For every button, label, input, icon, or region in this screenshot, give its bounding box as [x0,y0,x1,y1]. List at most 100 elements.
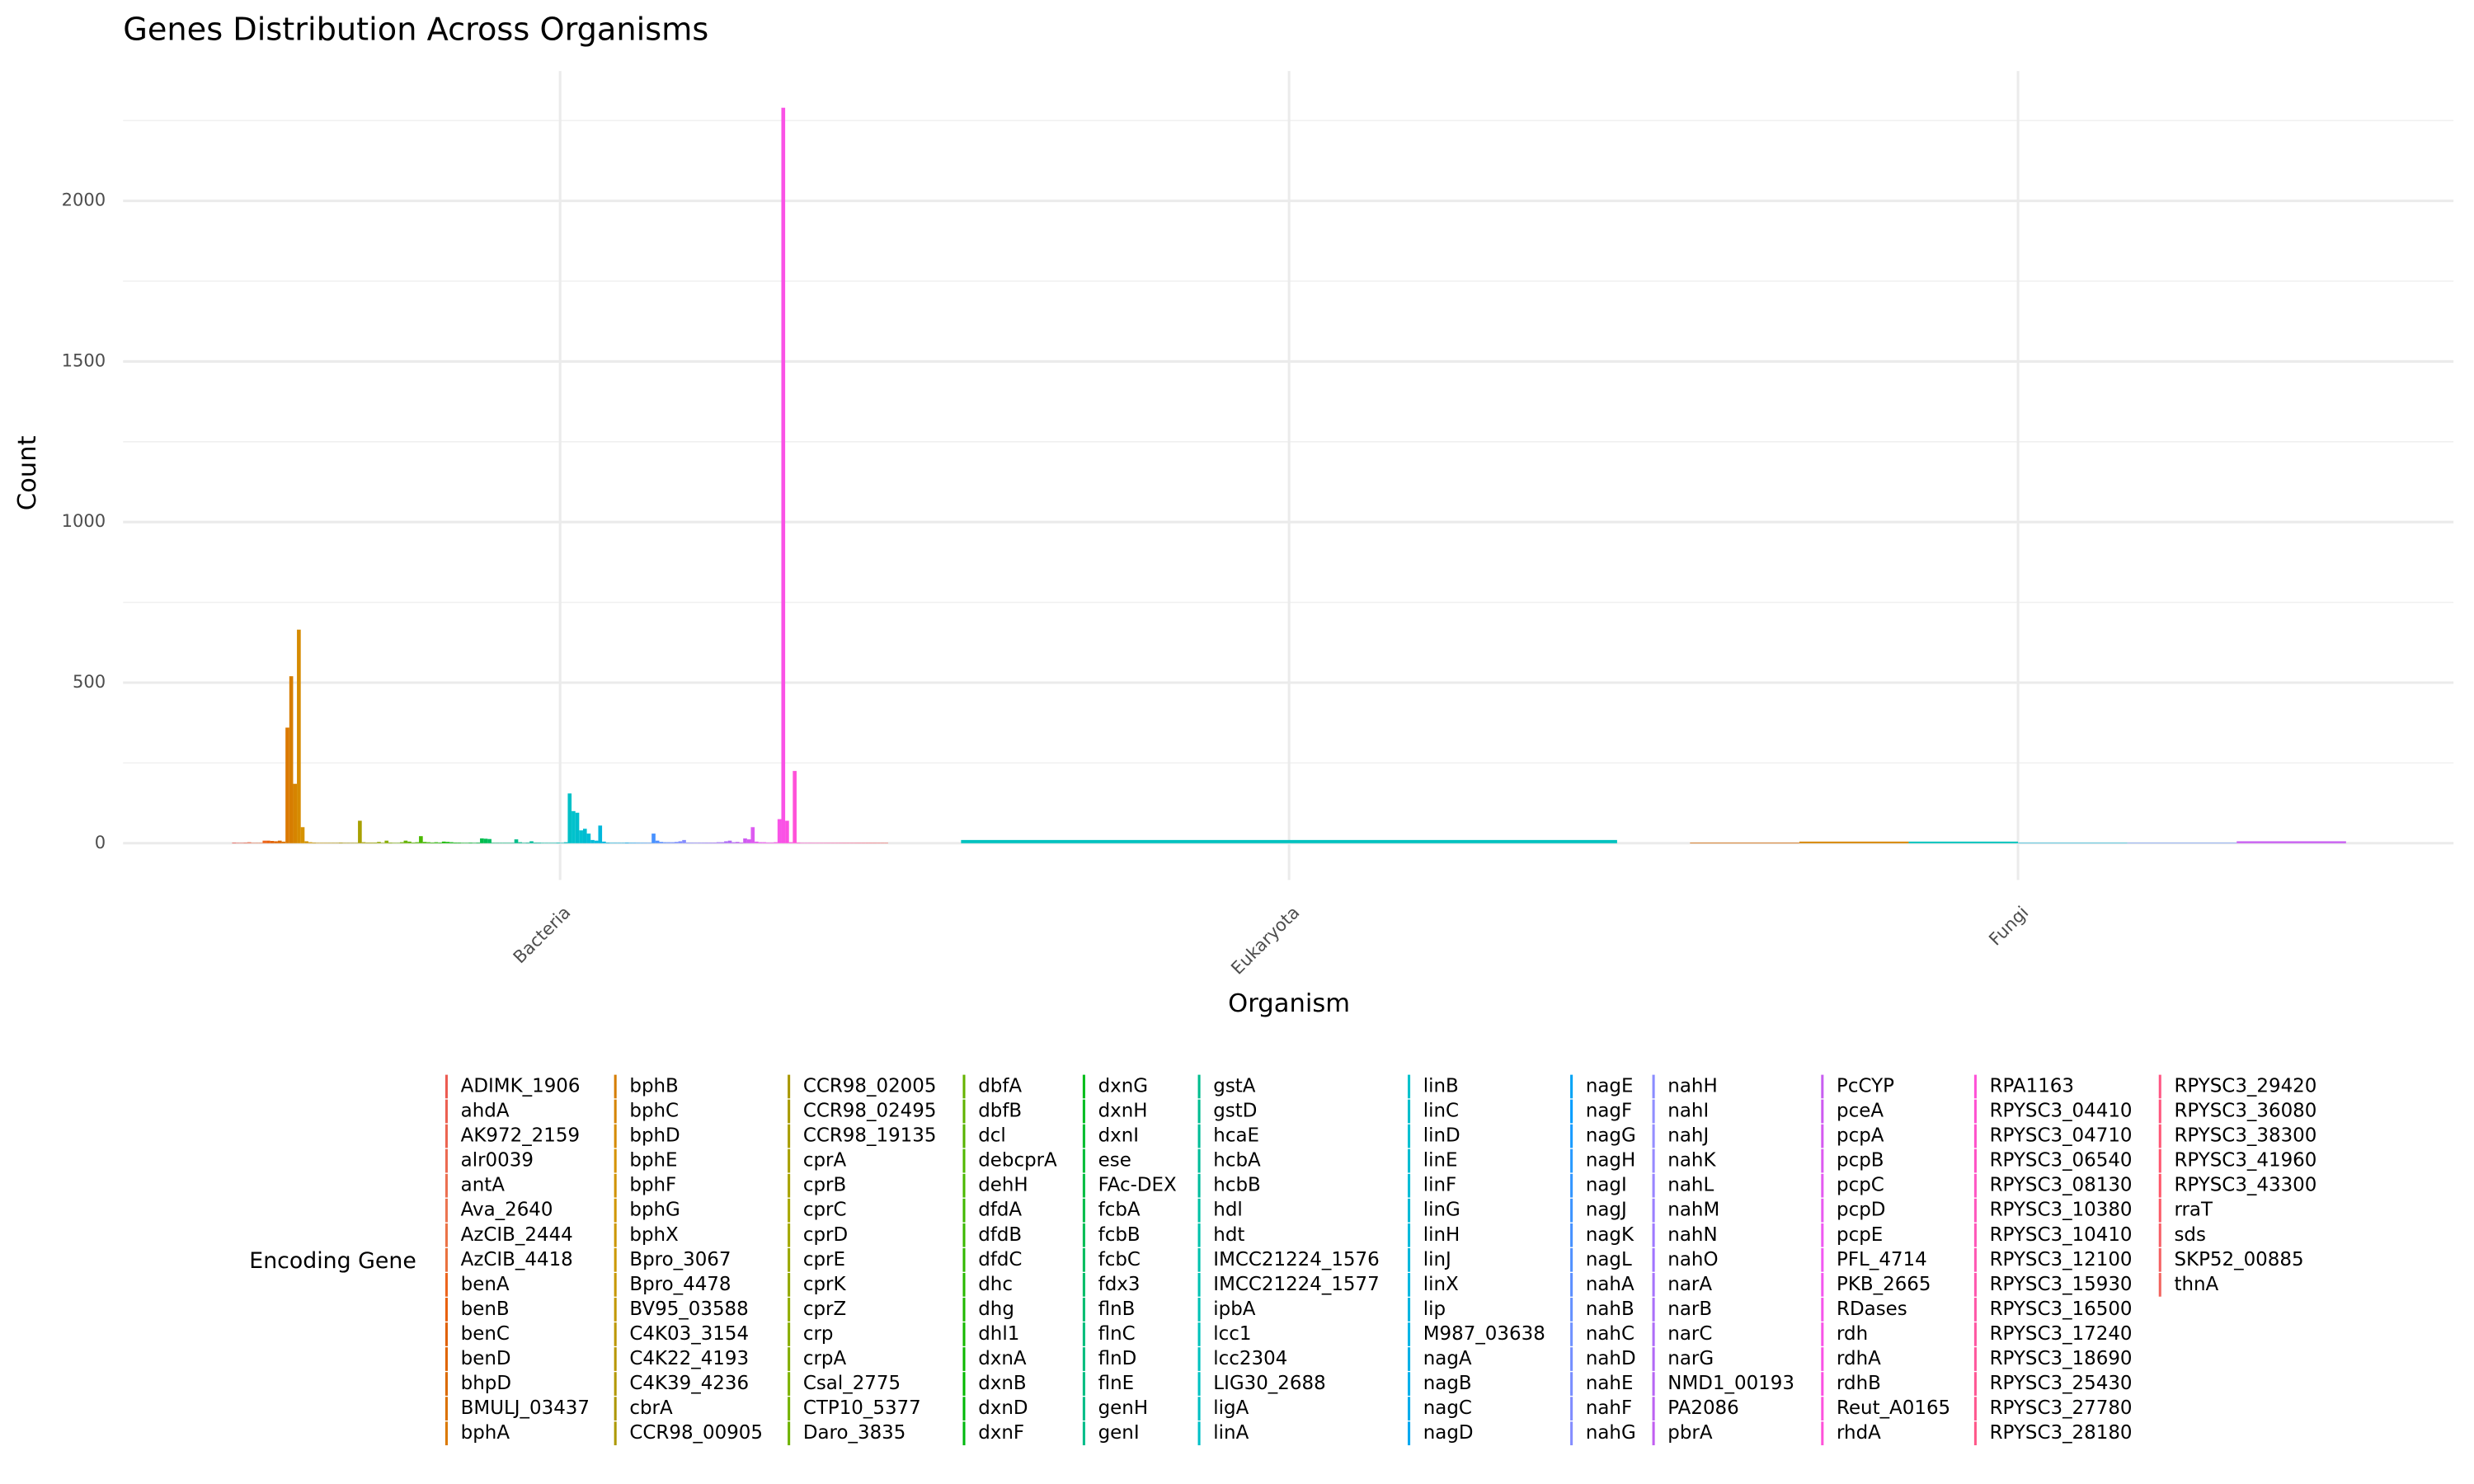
legend-label: cprK [803,1274,847,1295]
legend-label: RPYSC3_36080 [2174,1101,2316,1122]
legend-label: linE [1423,1150,1458,1172]
bar [961,839,1617,843]
legend-label: nahA [1586,1274,1634,1295]
legend-label: bphX [629,1224,678,1246]
legend-label: nagC [1423,1397,1472,1419]
legend-label: nahI [1667,1101,1709,1122]
legend-label: linG [1423,1200,1460,1221]
bar [785,820,789,843]
legend-title: Encoding Gene [249,1248,416,1274]
bar [777,819,782,843]
legend-label: CTP10_5377 [803,1397,921,1419]
legend-label: cprE [803,1249,845,1270]
legend-label: cprZ [803,1298,846,1320]
legend-label: hcbA [1213,1150,1261,1172]
bar [598,825,603,843]
legend-label: Csal_2775 [803,1373,901,1394]
legend-label: bphG [629,1200,680,1221]
legend-label: nagD [1423,1422,1474,1444]
bar [403,840,408,843]
y-axis-label: Count [13,435,42,510]
bar [594,840,599,843]
legend-label: Daro_3835 [803,1422,906,1444]
legend-label: narA [1667,1274,1712,1295]
legend-label: BMULJ_03437 [461,1397,590,1419]
bar [529,841,534,843]
legend-label: dbfA [978,1075,1022,1097]
legend-label: benB [461,1298,510,1320]
legend-label: dxnB [978,1373,1026,1394]
legend-label: cbrA [629,1397,673,1419]
legend-label: bphA [461,1422,510,1444]
y-tick-label: 1000 [62,510,106,531]
bar [304,841,308,843]
legend-label: dfdA [978,1200,1022,1221]
legend-label: pcpD [1837,1200,1885,1221]
bar [682,839,686,843]
legend-label: dhc [978,1274,1013,1295]
legend-label: nahK [1667,1150,1716,1172]
bar [655,840,660,843]
bar [480,838,484,843]
legend-label: bphB [629,1075,678,1097]
bar [575,812,580,843]
legend-label: ipbA [1213,1298,1255,1320]
legend-label: RPYSC3_18690 [1990,1348,2133,1369]
legend-label: genI [1098,1422,1140,1444]
legend-label: bphD [629,1125,680,1147]
bar [567,793,572,843]
legend-label: linB [1423,1075,1459,1097]
legend-label: pcpB [1837,1150,1884,1172]
y-tick-label: 1500 [62,350,106,370]
legend-label: hcbB [1213,1175,1260,1196]
legend-label: rraT [2174,1200,2213,1221]
bar [281,841,286,843]
legend-label: IMCC21224_1576 [1213,1249,1379,1270]
y-tick-label: 2000 [62,190,106,210]
legend-label: lip [1423,1298,1446,1320]
bar [651,834,656,843]
legend-label: nahM [1667,1200,1719,1221]
legend-label: fcbB [1098,1224,1141,1246]
legend-label: pceA [1837,1101,1884,1122]
legend-label: RPYSC3_10380 [1990,1200,2133,1221]
legend-label: M987_03638 [1423,1323,1545,1345]
legend-label: flnD [1098,1348,1137,1369]
legend-label: RPYSC3_16500 [1990,1298,2133,1320]
bar [407,841,412,843]
bar [384,840,389,843]
bar [582,829,587,843]
legend-label: FAc-DEX [1098,1175,1177,1196]
bar [781,107,786,843]
legend-label: C4K03_3154 [629,1323,749,1345]
bar [293,783,298,843]
bar [674,842,679,843]
legend-label: RPYSC3_25430 [1990,1373,2133,1394]
bar [678,841,683,843]
legend-label: dhg [978,1298,1014,1320]
legend-label: RPYSC3_06540 [1990,1150,2133,1172]
legend-label: linF [1423,1175,1456,1196]
legend-label: linD [1423,1125,1460,1147]
legend-label: narG [1667,1348,1714,1369]
legend-label: debcprA [978,1150,1057,1172]
bar [300,827,305,843]
legend-label: CCR98_00905 [629,1422,763,1444]
legend-label: nahH [1667,1075,1717,1097]
legend-label: flnC [1098,1323,1136,1345]
legend-label: rhdA [1837,1422,1881,1444]
chart-title: Genes Distribution Across Organisms [123,12,708,49]
legend-label: RPYSC3_12100 [1990,1249,2133,1270]
legend-label: nahJ [1667,1125,1709,1147]
legend-label: nagJ [1586,1200,1627,1221]
x-axis-label: Organism [1228,989,1350,1018]
legend-label: RDases [1837,1298,1907,1320]
legend-label: benD [461,1348,511,1369]
legend-label: flnE [1098,1373,1134,1394]
legend-label: nagF [1586,1101,1632,1122]
bar [262,840,267,843]
bar [377,842,381,843]
